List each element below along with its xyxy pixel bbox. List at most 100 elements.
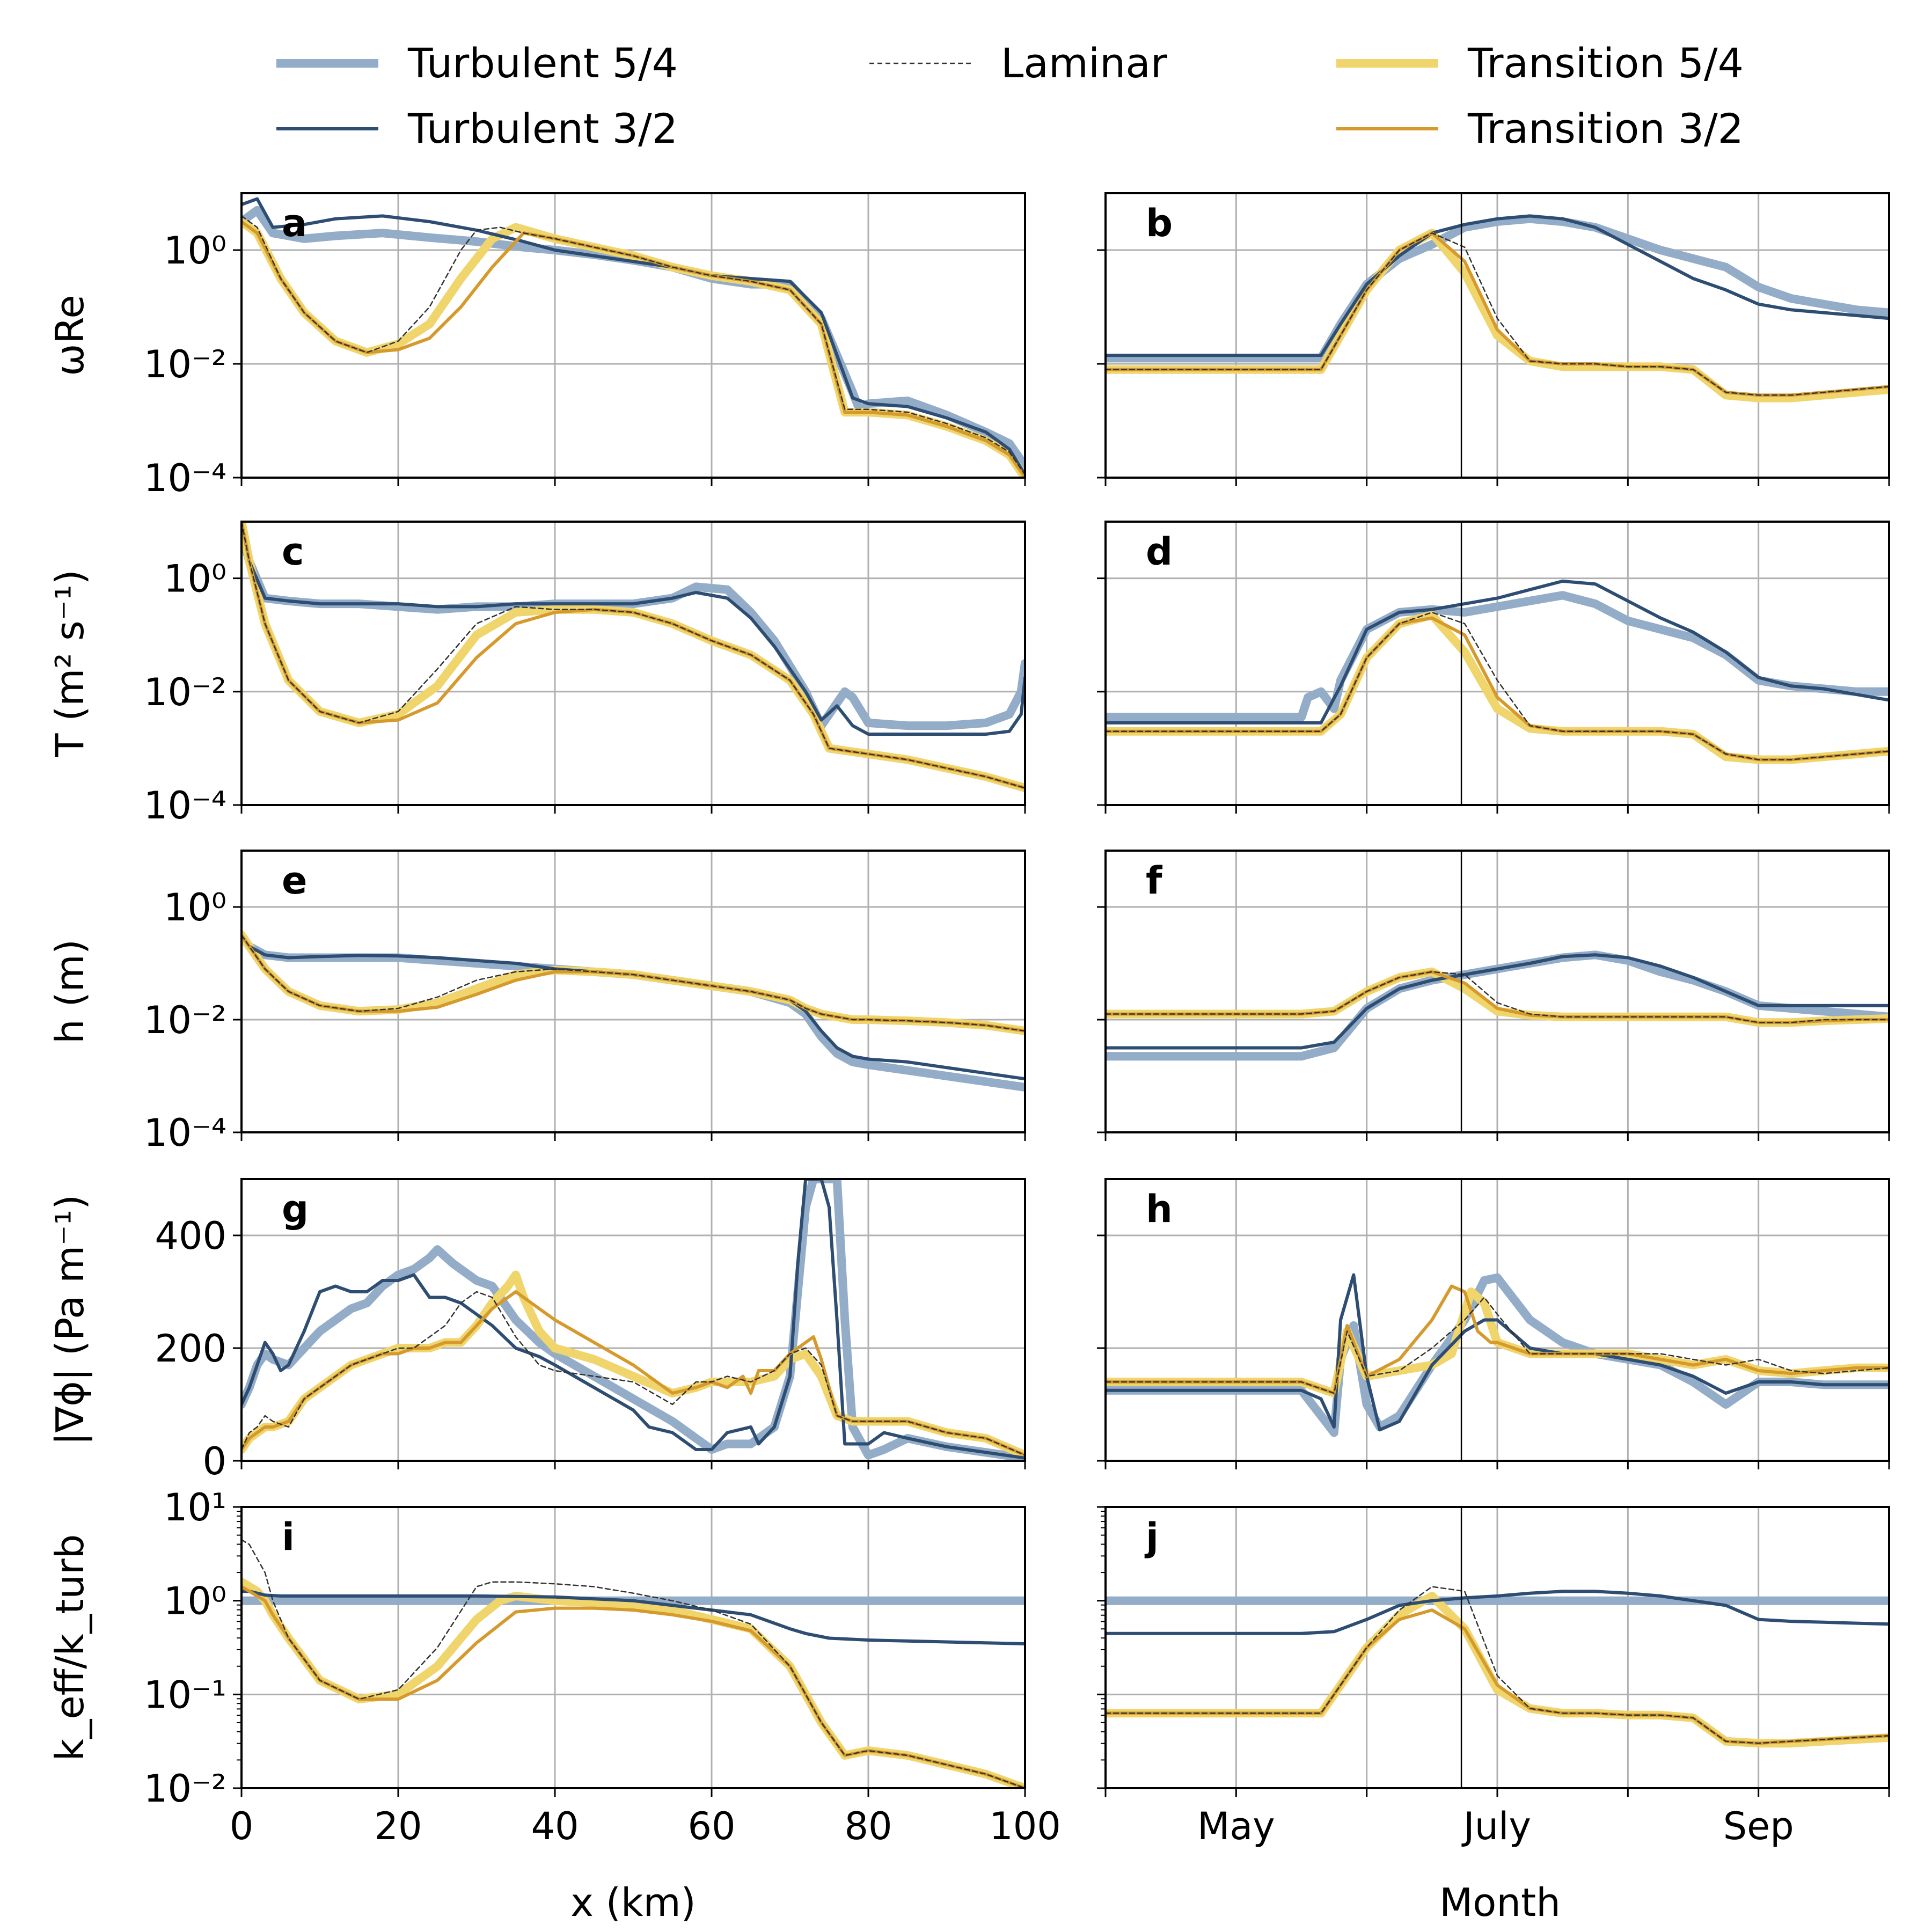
series-group <box>1106 1273 1889 1437</box>
series-line-t32 <box>1106 214 1889 357</box>
legend-label-tr54: Transition 5/4 <box>1467 39 1744 87</box>
y-tick-label: 10⁰ <box>164 229 226 273</box>
series-line-lam <box>1106 1297 1889 1394</box>
axes-frame <box>240 1506 1026 1789</box>
legend-item-tr54: Transition 5/4 <box>1336 39 1744 87</box>
y-tick-label: 10⁻¹ <box>144 1673 226 1717</box>
series-line-lam <box>241 215 1025 475</box>
legend-item-t32: Turbulent 3/2 <box>276 105 678 152</box>
x-tick-label: July <box>1461 1804 1531 1848</box>
x-tick-label: May <box>1197 1804 1275 1848</box>
panels: 10⁰ 10⁻² 10⁻⁴ a ωRe b 10⁰ 10⁻² 10⁻⁴ c T (m² s⁻¹) d 1… <box>47 192 1890 1848</box>
axes-frame <box>240 521 1026 806</box>
panel-e: 10⁰ 10⁻² 10⁻⁴ e h (m) <box>47 850 1026 1155</box>
x-tick-label: 60 <box>687 1804 735 1848</box>
series-line-lam <box>241 1291 1025 1456</box>
series-line-t32 <box>1106 953 1889 1050</box>
panel-label: b <box>1146 201 1173 245</box>
series-group <box>241 522 1025 793</box>
y-tick-label: 10⁰ <box>164 1579 226 1623</box>
series-line-tr54 <box>241 931 1025 1035</box>
legend-label-lam: Laminar <box>1001 39 1168 87</box>
series-line-lam <box>1106 1586 1889 1744</box>
x-tick-label: 100 <box>989 1804 1061 1848</box>
y-tick-label: 10⁰ <box>164 885 226 930</box>
y-tick-label: 10⁻⁴ <box>144 1111 226 1155</box>
grid <box>1106 851 1889 1132</box>
panel-label: e <box>282 859 307 903</box>
legend-label-t54: Turbulent 5/4 <box>407 39 678 87</box>
x-tick-label: 80 <box>844 1804 892 1848</box>
y-tick-label: 10⁻² <box>144 670 226 714</box>
series-group <box>241 931 1025 1092</box>
y-axis-label: k_eff/k_turb <box>47 1534 92 1761</box>
series-line-lam <box>1106 611 1889 760</box>
series-line-t54 <box>1106 214 1889 363</box>
axes-frame <box>240 1178 1026 1462</box>
y-tick-label: 10⁻⁴ <box>144 456 226 500</box>
series-line-t32 <box>1106 1590 1889 1635</box>
series-line-t54 <box>241 529 1025 730</box>
series-group <box>241 197 1025 478</box>
series-group <box>1106 214 1889 402</box>
panel-i: 0 20 40 60 80 100 10¹ 10⁰ 10⁻¹ 10⁻² i k_eff/k_turb <box>47 1485 1061 1848</box>
panel-label: f <box>1146 859 1163 903</box>
series-line-lam <box>1106 232 1889 396</box>
y-axis-label: ωRe <box>47 295 92 376</box>
grid <box>241 851 1025 1132</box>
series-group <box>241 1539 1025 1788</box>
panel-f: f <box>1097 850 1890 1141</box>
series-line-t32 <box>241 1179 1025 1460</box>
y-tick-label: 10⁻⁴ <box>144 784 226 828</box>
y-tick-label: 200 <box>155 1327 226 1371</box>
panel-h: h <box>1097 1178 1890 1469</box>
series-group <box>1106 1586 1889 1748</box>
x-tick-label: Sep <box>1723 1804 1794 1848</box>
panel-b: b <box>1097 192 1890 486</box>
panel-label: a <box>282 201 307 245</box>
series-line-t32 <box>1106 579 1889 724</box>
panel-g: 400 200 0 g |∇ϕ| (Pa m⁻¹) <box>47 1178 1026 1483</box>
series-group <box>1106 579 1889 764</box>
series-line-t32 <box>1106 1273 1889 1432</box>
series-line-tr32 <box>241 522 1025 790</box>
right-x-axis-label: Month <box>1439 1880 1561 1925</box>
panel-label: i <box>282 1515 295 1559</box>
series-line-lam <box>241 934 1025 1032</box>
series-line-t54 <box>1106 1273 1889 1437</box>
x-tick-label: 20 <box>374 1804 422 1848</box>
series-line-lam <box>241 1539 1025 1788</box>
series-line-t32 <box>241 197 1025 477</box>
panel-label: h <box>1146 1187 1173 1231</box>
series-group <box>1106 950 1889 1061</box>
legend-label-tr32: Transition 3/2 <box>1467 105 1744 152</box>
y-tick-label: 10¹ <box>164 1485 226 1529</box>
panel-j: May July Sep j <box>1097 1506 1890 1848</box>
series-line-t54 <box>241 1179 1025 1461</box>
series-line-tr54 <box>241 522 1025 793</box>
left-x-axis-label: x (km) <box>570 1880 696 1925</box>
series-line-t54 <box>1106 591 1889 722</box>
y-tick-label: 10⁻² <box>144 1767 226 1811</box>
panel-a: 10⁰ 10⁻² 10⁻⁴ a ωRe <box>47 192 1026 500</box>
axes-frame <box>240 850 1026 1133</box>
y-axis-label: |∇ϕ| (Pa m⁻¹) <box>47 1195 93 1445</box>
x-tick-label: 0 <box>230 1804 254 1848</box>
panel-label: g <box>282 1187 309 1231</box>
panel-label: d <box>1146 530 1173 574</box>
legend-label-t32: Turbulent 3/2 <box>407 105 678 152</box>
series-line-lam <box>241 522 1025 789</box>
y-axis-label: h (m) <box>47 939 92 1044</box>
y-tick-label: 400 <box>155 1214 226 1258</box>
x-tick-label: 40 <box>531 1804 579 1848</box>
legend: Turbulent 5/4 Laminar Transition 5/4 Turbul… <box>276 39 1744 152</box>
series-group <box>241 1179 1025 1461</box>
grid <box>1106 522 1889 805</box>
grid <box>241 1507 1025 1788</box>
legend-item-tr32: Transition 3/2 <box>1336 105 1744 152</box>
y-tick-label: 10⁻² <box>144 342 226 386</box>
series-line-t54 <box>241 206 1025 471</box>
legend-item-t54: Turbulent 5/4 <box>276 39 678 87</box>
series-line-lam <box>1106 971 1889 1023</box>
